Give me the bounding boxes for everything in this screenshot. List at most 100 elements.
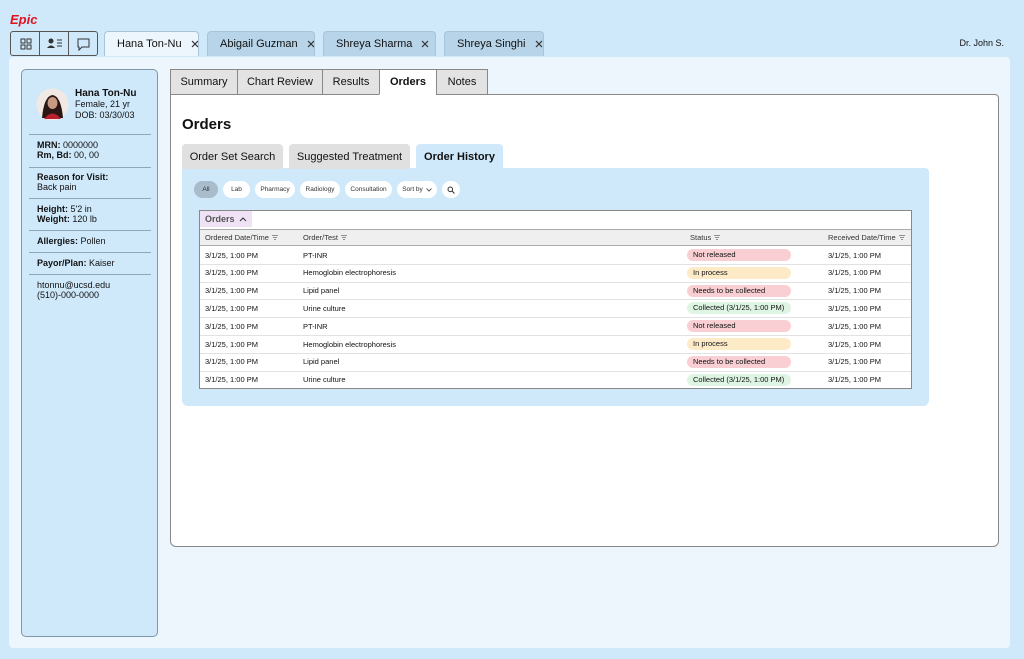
chip-label: Radiology — [305, 186, 335, 193]
sort-icon — [341, 235, 348, 240]
divider — [29, 134, 151, 135]
toolbar — [10, 31, 98, 56]
close-icon[interactable] — [421, 40, 429, 48]
patient-sex-age: Female, 21 yr — [75, 99, 131, 109]
row-divider — [200, 335, 911, 336]
column-header[interactable]: Ordered Date/Time — [205, 229, 278, 246]
status-pill: Collected (3/1/25, 1:00 PM) — [687, 302, 791, 315]
grid-button[interactable] — [11, 32, 40, 55]
field-label: Allergies: — [37, 236, 79, 246]
filter-chip[interactable]: Lab — [223, 181, 250, 198]
table-cell: Hemoglobin electrophoresis — [303, 339, 396, 349]
close-icon[interactable] — [191, 40, 198, 48]
field-value: 120 lb — [72, 214, 97, 224]
table-cell: Hemoglobin electrophoresis — [303, 268, 396, 278]
search-icon — [447, 186, 455, 194]
field-value: 0000000 — [63, 140, 99, 150]
row-divider — [200, 370, 911, 372]
close-icon[interactable] — [535, 40, 543, 48]
column-label: Status — [690, 233, 712, 242]
filter-chip[interactable]: Sort by — [397, 181, 437, 198]
sub-tab[interactable]: Order Set Search — [182, 144, 283, 169]
divider — [29, 274, 151, 275]
row-divider — [200, 299, 911, 301]
table-cell: 3/1/25, 1:00 PM — [828, 268, 881, 278]
patient-tab[interactable]: Shreya Sharma — [323, 31, 436, 56]
table-cell: 3/1/25, 1:00 PM — [205, 375, 258, 385]
table-cell: 3/1/25, 1:00 PM — [205, 250, 258, 260]
column-header[interactable]: Status — [690, 229, 721, 246]
table-cell: 3/1/25, 1:00 PM — [205, 321, 258, 331]
filter-chip[interactable]: Pharmacy — [255, 181, 295, 198]
status-pill: Needs to be collected — [687, 355, 791, 368]
sub-tab[interactable]: Suggested Treatment — [289, 144, 410, 169]
patient-tab[interactable]: Abigail Guzman — [207, 31, 315, 56]
field-label: Payor/Plan: — [37, 258, 87, 268]
table-cell: Urine culture — [303, 303, 346, 313]
field-value: 5'2 in — [70, 204, 92, 214]
patient-email: htonnu@ucsd.edu — [37, 280, 111, 290]
nav-tab[interactable]: Notes — [436, 69, 488, 95]
tab-label: Hana Ton-Nu — [117, 38, 182, 50]
divider — [29, 230, 151, 231]
field-label: Weight: — [37, 214, 70, 224]
chip-label: Sort by — [402, 186, 423, 193]
row-divider — [200, 263, 911, 265]
patient-dob: DOB: 03/30/03 — [75, 110, 135, 120]
table-cell: 3/1/25, 1:00 PM — [828, 286, 881, 296]
field-value: Kaiser — [89, 258, 115, 268]
patient-phone: (510)-000-0000 — [37, 290, 100, 300]
search-chip[interactable] — [442, 181, 460, 198]
table-cell: Lipid panel — [303, 357, 340, 367]
table-cell: Lipid panel — [303, 286, 340, 296]
column-header-row — [200, 229, 911, 246]
chip-label: Consultation — [350, 186, 387, 193]
sidebar-field: MRN: 0000000 — [37, 140, 152, 150]
status-pill: Not released — [687, 320, 791, 333]
table-title: Orders — [200, 211, 252, 227]
tab-label: Abigail Guzman — [220, 38, 298, 50]
sub-tab[interactable]: Order History — [416, 144, 503, 169]
chip-label: Pharmacy — [260, 186, 290, 193]
tab-label: Shreya Sharma — [336, 38, 413, 50]
filter-chip[interactable]: Radiology — [300, 181, 340, 198]
patient-name: Hana Ton-Nu — [75, 88, 137, 99]
column-header[interactable]: Received Date/Time — [828, 229, 905, 246]
field-label: Height: — [37, 204, 68, 214]
patient-tab[interactable]: Shreya Singhi — [444, 31, 544, 56]
patient-list-button[interactable] — [40, 32, 69, 55]
status-pill: In process — [687, 266, 791, 279]
sort-icon — [898, 235, 905, 240]
field-value: Pollen — [80, 236, 106, 246]
divider — [29, 167, 151, 168]
chat-button[interactable] — [69, 32, 97, 55]
field-label: MRN: — [37, 140, 61, 150]
table-cell: 3/1/25, 1:00 PM — [205, 286, 258, 296]
nav-tab[interactable]: Orders — [379, 69, 437, 95]
table-cell: 3/1/25, 1:00 PM — [828, 339, 881, 349]
filter-chip[interactable]: Consultation — [345, 181, 392, 198]
field-label: Rm, Bd: — [37, 150, 72, 160]
patient-avatar — [36, 88, 69, 121]
patient-tab[interactable]: Hana Ton-Nu — [104, 31, 199, 56]
table-cell: PT-INR — [303, 250, 328, 260]
table-cell: 3/1/25, 1:00 PM — [828, 303, 881, 313]
tab-label: Shreya Singhi — [457, 38, 526, 50]
row-divider — [200, 352, 911, 354]
filter-chip[interactable]: All — [194, 181, 218, 198]
sidebar-field: Weight: 120 lb — [37, 214, 152, 224]
close-icon[interactable] — [307, 40, 314, 48]
nav-tab[interactable]: Chart Review — [237, 69, 323, 95]
table-cell: PT-INR — [303, 321, 328, 331]
chip-label: Lab — [231, 186, 242, 193]
chevron — [426, 187, 432, 192]
table-cell: 3/1/25, 1:00 PM — [205, 339, 258, 349]
nav-tab[interactable]: Summary — [170, 69, 238, 95]
table-cell: 3/1/25, 1:00 PM — [828, 250, 881, 260]
column-header[interactable]: Order/Test — [303, 229, 348, 246]
sidebar-field: Height: 5'2 in — [37, 204, 152, 214]
nav-tab[interactable]: Results — [322, 69, 380, 95]
collapse-icon[interactable] — [239, 216, 247, 222]
chip-label: All — [202, 186, 210, 193]
